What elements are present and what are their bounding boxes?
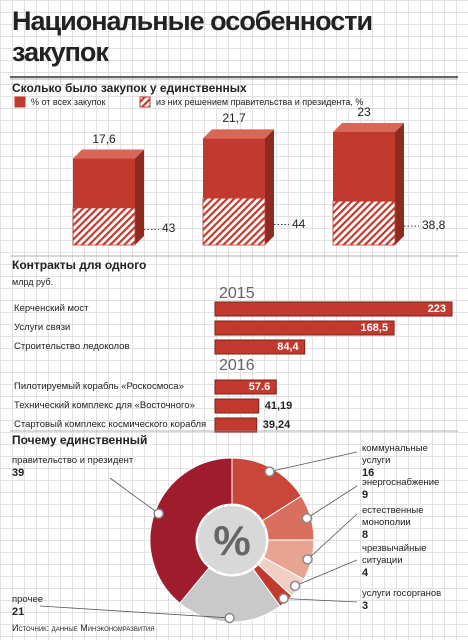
value-label: 168,5 [360, 322, 389, 334]
bar-side [395, 123, 404, 245]
slice-value: 21 [12, 606, 25, 618]
leader [306, 485, 358, 519]
leader [109, 477, 159, 514]
leader-dot [301, 512, 313, 524]
value-label: 44 [292, 216, 306, 231]
page-title: Национальные особенности закупок [12, 6, 373, 67]
slice-name: чрезвычайные ситуации [362, 543, 427, 566]
slice-name: естественные монополии [362, 505, 424, 528]
slice-value: 3 [362, 600, 369, 612]
value-label: 84,4 [277, 341, 299, 353]
bar [214, 417, 258, 433]
value-label: 39,24 [262, 419, 291, 431]
slice-label: коммунальные услуги 16 [362, 443, 457, 479]
slice-name: коммунальные услуги [362, 443, 428, 466]
slice-label: прочее 21 [12, 594, 132, 618]
group-label: 2016 [219, 357, 255, 374]
leader [269, 451, 358, 473]
unit-label: млрд руб. [12, 277, 54, 287]
group-label: 2015 [219, 285, 255, 302]
bar [214, 301, 453, 317]
bar-hatched [202, 197, 266, 246]
leader [294, 559, 358, 587]
bar [214, 398, 260, 414]
category-label: Технический комплекс для «Восточного» [14, 400, 195, 411]
leader [39, 605, 230, 619]
center-label: % [213, 517, 250, 564]
leader-dot [224, 612, 235, 624]
slice-name: правительство и президент [12, 455, 134, 466]
legend-swatch [139, 96, 151, 108]
section-title: Контракты для одного [12, 258, 147, 272]
section-title: Сколько было закупок у единственных [12, 81, 247, 95]
bar-side [135, 149, 144, 245]
slice-value: 16 [362, 467, 375, 479]
category-label: Услуги связи [14, 322, 71, 333]
bar-top [203, 129, 274, 139]
leader-dot [264, 466, 275, 477]
bar-side [265, 129, 274, 245]
value-label: 23 [357, 105, 371, 119]
category-label: Строительство ледоколов [14, 341, 130, 352]
legend-label: из них решением правительства и президен… [156, 97, 364, 107]
bar-top [73, 149, 144, 159]
legend-swatch [14, 96, 26, 108]
category-label: Стартовый комплекс космического корабля [14, 419, 207, 430]
bar-hatched [332, 200, 396, 246]
source: Источник: данные Минэкономразвития [12, 623, 155, 633]
slice-name: энергоснабжение [362, 477, 440, 488]
slice-value: 39 [12, 467, 25, 479]
leader [283, 598, 358, 603]
slice-value: 9 [362, 489, 369, 501]
slice-value: 8 [362, 529, 369, 541]
value-label: 223 [427, 303, 446, 315]
category-label: Керченский мост [14, 303, 89, 314]
bar-top [333, 123, 404, 132]
leader-dot [302, 554, 313, 565]
slice-label: энергоснабжение 9 [362, 477, 457, 501]
bar [214, 320, 395, 336]
leader-dot [153, 508, 164, 519]
bar [214, 379, 277, 395]
slice-label: услуги госорганов 3 [362, 588, 457, 612]
bar-hatched [72, 207, 136, 246]
slice-label: чрезвычайные ситуации 4 [362, 543, 457, 579]
donut-slice [149, 457, 233, 604]
slice-label: правительство и президент 39 [12, 455, 212, 479]
leader-dot [278, 593, 289, 604]
donut-center [198, 506, 266, 574]
value-label: 38,8 [422, 218, 446, 233]
value-label: 57.6 [248, 381, 271, 393]
bar [214, 339, 306, 355]
leader [307, 513, 358, 560]
donut-slice [179, 567, 281, 623]
slice-name: услуги госорганов [362, 588, 442, 599]
value-label: 21,7 [222, 111, 246, 126]
value-label: 43 [162, 221, 176, 236]
leader-dot [289, 580, 301, 592]
slice-label: естественные монополии 8 [362, 505, 457, 541]
section-title: Почему единственный [12, 433, 148, 447]
slice-value: 4 [362, 567, 369, 579]
value-label: 17,6 [92, 131, 116, 146]
value-label: 41,19 [264, 400, 293, 412]
slice-name: прочее [12, 594, 44, 605]
legend-label: % от всех закупок [31, 97, 106, 107]
category-label: Пилотируемый корабль «Роскосмоса» [14, 381, 184, 392]
